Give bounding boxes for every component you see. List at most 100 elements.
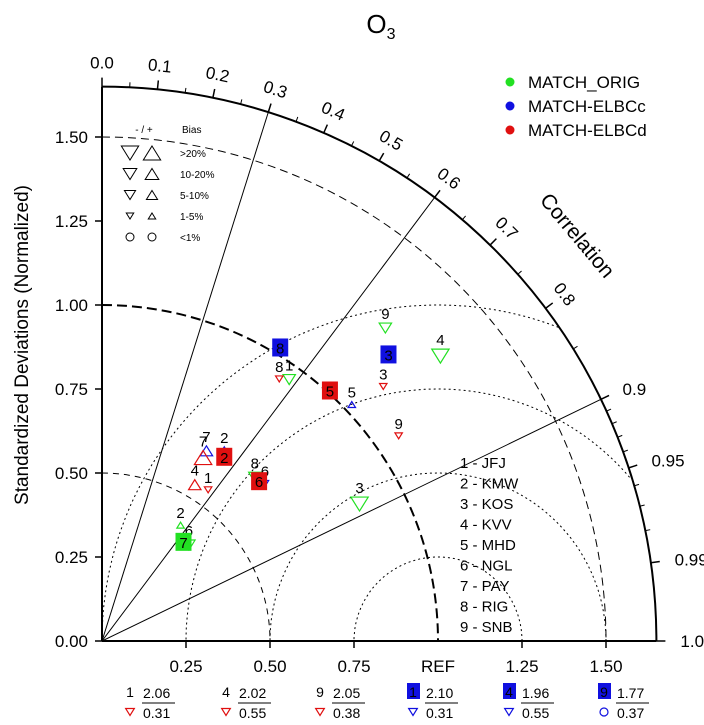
y-tick-label: 1.25 (55, 212, 88, 231)
corr-tick (650, 560, 660, 564)
outlier-value-bottom: 0.55 (522, 705, 549, 721)
outlier-box (503, 683, 516, 699)
corr-tick (323, 124, 329, 134)
outlier-value-top: 2.06 (143, 685, 170, 701)
data-point: 1 (203, 470, 213, 494)
station-label: 4 - KVV (460, 517, 512, 534)
bias-legend-title: Bias (182, 125, 201, 136)
data-point: 6 (251, 472, 268, 491)
station-label: 2 - KMW (460, 476, 519, 493)
bias-legend-marker (145, 189, 159, 200)
ref-label: REF (421, 657, 455, 676)
corr-tick-label: 0.9 (623, 380, 647, 399)
legend-label: MATCH-ELBCd (528, 121, 647, 140)
sd-arc (101, 472, 271, 642)
outlier-marker (124, 707, 136, 717)
outlier-value-top: 1.96 (522, 685, 549, 701)
correlation-ray (101, 111, 269, 642)
outlier-item: 9 1.77 0.37 (598, 683, 649, 721)
point-label: 2 (220, 430, 228, 447)
corr-minor-tick (461, 215, 466, 221)
point-label: 3 (379, 367, 387, 384)
bias-legend-label: >20% (180, 149, 206, 160)
data-point: 8 (272, 338, 289, 357)
point-label: 5 (348, 385, 356, 402)
corr-minor-tick (611, 421, 617, 425)
point-label: 3 (384, 347, 392, 364)
outlier-value-bottom: 0.31 (143, 705, 170, 721)
outlier-item: 4 1.96 0.55 (503, 683, 554, 721)
point-marker (349, 496, 370, 513)
bias-legend-marker (147, 232, 157, 242)
corr-tick-label: 0.99 (675, 550, 704, 569)
station-label: 5 - MHD (460, 537, 516, 554)
corr-tick (545, 302, 554, 309)
corr-minor-tick (634, 483, 640, 487)
bias-legend-marker (122, 168, 138, 181)
correlation-ray (101, 398, 602, 642)
point-marker (203, 486, 213, 494)
data-point: 7 (175, 532, 192, 552)
data-point: 8 (274, 359, 285, 384)
corr-tick-label: 0.5 (376, 126, 406, 154)
corr-minor-tick (572, 345, 578, 350)
outlier-value-bottom: 0.55 (239, 705, 266, 721)
y-tick-label: 1.00 (55, 296, 88, 315)
outlier-label: 9 (316, 684, 324, 700)
legend-dot (505, 101, 515, 111)
correlation-ray (101, 197, 436, 642)
point-marker (274, 375, 285, 384)
y-tick-label: 0.50 (55, 464, 88, 483)
point-marker (187, 478, 203, 491)
corr-tick (212, 88, 216, 98)
y-tick-label: 0.75 (55, 380, 88, 399)
outlier-value-bottom: 0.38 (333, 705, 360, 721)
legend-dot (505, 77, 515, 87)
x-tick-label: 0.25 (169, 657, 202, 676)
corr-minor-tick (645, 529, 651, 532)
corr-tick (267, 103, 272, 113)
point-label: 8 (276, 340, 284, 357)
point-box (272, 338, 289, 357)
outlier-marker (599, 707, 609, 717)
point-marker (193, 449, 213, 466)
station-label: 3 - KOS (460, 496, 513, 513)
bias-legend-marker (147, 212, 157, 220)
data-point: 1 (281, 358, 297, 386)
outlier-marker (220, 707, 232, 717)
data-point: 4 (430, 332, 451, 365)
point-label: 4 (436, 332, 444, 349)
point-label: 2 (220, 450, 228, 467)
corr-minor-tick (406, 173, 411, 179)
outlier-marker (503, 707, 515, 717)
corr-tick-label: 0.4 (319, 98, 348, 125)
bias-legend-sign: - / + (135, 125, 153, 136)
bias-legend-label: 1-5% (180, 212, 203, 223)
outlier-item: 1 2.06 0.31 (124, 684, 175, 721)
outlier-label: 9 (600, 684, 608, 700)
station-label: 8 - RIG (460, 599, 508, 616)
outlier-label: 1 (409, 684, 417, 700)
outlier-item: 4 2.02 0.55 (220, 684, 271, 721)
outlier-value-top: 2.02 (239, 685, 266, 701)
corr-tick-label: 0.1 (147, 55, 172, 76)
outlier-value-top: 2.10 (426, 685, 453, 701)
corr-tick-label: 0.2 (204, 63, 231, 86)
data-point: 5 (321, 381, 338, 400)
outlier-box (598, 683, 611, 699)
data-point: 2 (216, 447, 233, 467)
data-point: 3 (380, 345, 397, 364)
point-marker (430, 348, 451, 365)
legend-label: MATCH-ELBCc (528, 97, 646, 116)
correlation-title: Correlation (535, 189, 619, 282)
bias-legend-marker (125, 212, 135, 220)
outlier-value-bottom: 0.37 (617, 705, 644, 721)
corr-tick-label: 0.6 (434, 164, 464, 193)
point-label: 3 (355, 480, 363, 497)
y-tick-label: 0.25 (55, 548, 88, 567)
station-label: 6 - NGL (460, 558, 513, 575)
corr-tick-label: 1.0 (680, 632, 704, 651)
outlier-value-bottom: 0.31 (426, 705, 453, 721)
corr-minor-tick (517, 270, 522, 275)
station-label: 9 - SNB (460, 619, 513, 636)
